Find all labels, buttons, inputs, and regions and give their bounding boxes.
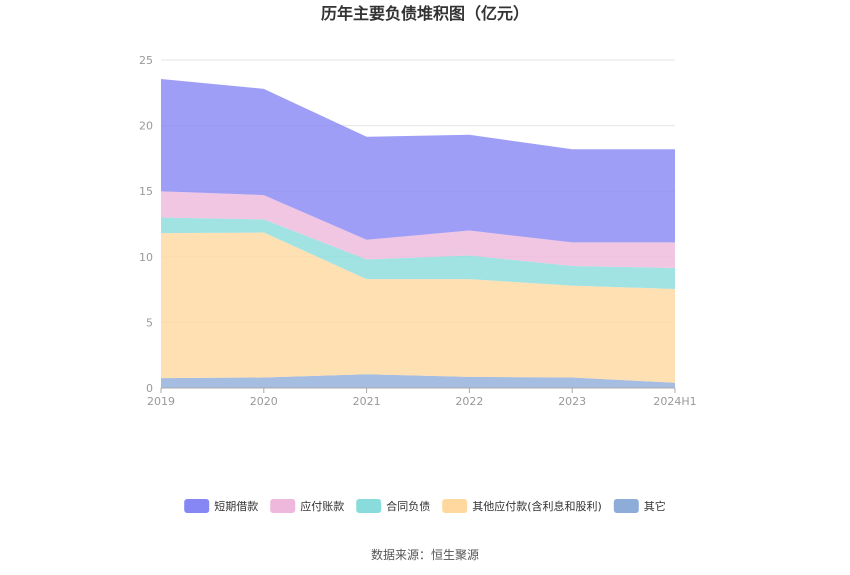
- area-series: [161, 232, 675, 383]
- legend-label: 其他应付款(含利息和股利): [472, 499, 602, 513]
- legend-label: 合同负债: [386, 499, 430, 513]
- x-tick-label: 2019: [147, 395, 175, 408]
- legend-item[interactable]: 短期借款: [184, 499, 258, 513]
- y-tick-label: 10: [139, 251, 153, 264]
- chart-title: 历年主要负债堆积图（亿元）: [321, 4, 529, 23]
- y-tick-label: 0: [146, 382, 153, 395]
- legend-swatch: [184, 499, 210, 513]
- legend-swatch: [613, 499, 639, 513]
- legend-item[interactable]: 其他应付款(含利息和股利): [442, 499, 602, 513]
- series-areas: [161, 79, 675, 388]
- x-axis: [160, 387, 676, 393]
- legend-swatch: [442, 499, 468, 513]
- legend-swatch: [356, 499, 382, 513]
- legend-item[interactable]: 合同负债: [356, 499, 430, 513]
- area-series: [161, 217, 675, 289]
- legend: 短期借款 应付账款 合同负债 其他应付款(含利息和股利) 其它: [184, 499, 666, 513]
- legend-label: 应付账款: [300, 499, 344, 513]
- x-tick-label: 2022: [455, 395, 483, 408]
- x-tick-label: 2024H1: [653, 395, 696, 408]
- x-tick-labels: 2019 2020 2021 2022 2023 2024H1: [147, 395, 697, 408]
- y-tick-label: 5: [146, 316, 153, 329]
- data-source: 数据来源：恒生聚源: [371, 547, 479, 562]
- y-tick-label: 20: [139, 120, 153, 133]
- area-series: [161, 79, 675, 243]
- legend-label: 其它: [644, 499, 666, 513]
- x-tick-label: 2020: [250, 395, 278, 408]
- y-axis: 0 5 10 15 20 25: [139, 54, 153, 395]
- legend-item[interactable]: 应付账款: [270, 499, 344, 513]
- area-series: [161, 191, 675, 268]
- x-tick-label: 2021: [353, 395, 381, 408]
- legend-swatch: [270, 499, 296, 513]
- x-tick-label: 2023: [558, 395, 586, 408]
- area-series: [161, 374, 675, 388]
- legend-label: 短期借款: [214, 499, 258, 513]
- legend-item[interactable]: 其它: [613, 499, 666, 513]
- y-tick-label: 15: [139, 185, 153, 198]
- y-tick-label: 25: [139, 54, 153, 67]
